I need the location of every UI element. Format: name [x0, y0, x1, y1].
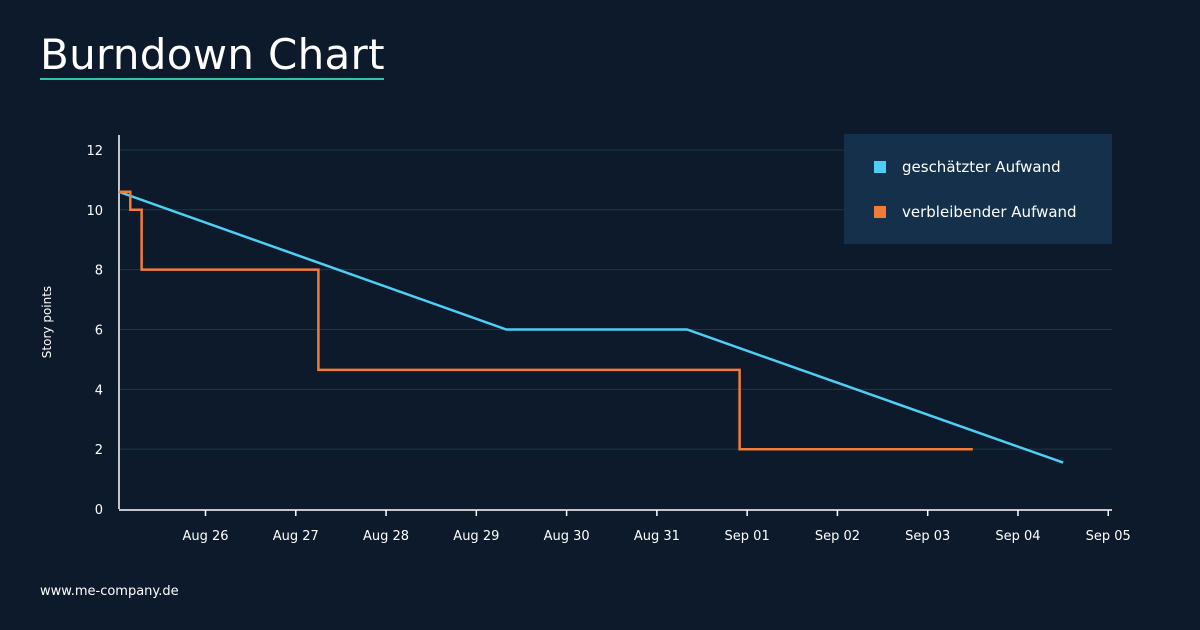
- x-tick-label: Aug 30: [544, 529, 590, 544]
- legend-swatch: [874, 161, 886, 173]
- x-tick-label: Sep 02: [815, 529, 860, 544]
- page-title: Burndown Chart: [40, 30, 385, 79]
- axes-layer: 0 2 4 6 8 10 12 Aug 26 Aug 27 Aug 28 Aug 29 Aug 30 A…: [40, 135, 1131, 544]
- y-tick-label: 12: [86, 144, 103, 159]
- legend-swatch: [874, 206, 886, 218]
- x-tick-label: Aug 29: [453, 529, 499, 544]
- y-tick-label: 6: [95, 323, 103, 338]
- y-tick-label: 8: [95, 264, 103, 279]
- x-tick-label: Sep 04: [995, 529, 1040, 544]
- legend: geschätzter Aufwand verbleibender Aufwand: [844, 134, 1112, 244]
- y-tick-label: 10: [86, 204, 103, 219]
- x-tick-label: Aug 26: [182, 529, 228, 544]
- y-tick-label: 0: [95, 503, 103, 518]
- y-tick-label: 4: [95, 383, 103, 398]
- footer-url: www.me-company.de: [40, 584, 179, 599]
- series-line-estimated: [118, 190, 1064, 464]
- series-line-remaining: [119, 190, 973, 451]
- title-underline: [40, 78, 384, 80]
- y-axis-title: Story points: [40, 286, 54, 358]
- legend-label: verbleibender Aufwand: [902, 203, 1077, 221]
- x-tick-label: Aug 28: [363, 529, 409, 544]
- x-tick-label: Sep 03: [905, 529, 950, 544]
- x-tick-label: Sep 05: [1086, 529, 1131, 544]
- series-layer: [118, 190, 1064, 464]
- x-tick-label: Sep 01: [725, 529, 770, 544]
- y-tick-label: 2: [95, 443, 103, 458]
- x-tick-label: Aug 31: [634, 529, 680, 544]
- legend-box: [844, 134, 1112, 244]
- legend-label: geschätzter Aufwand: [902, 158, 1061, 176]
- x-tick-label: Aug 27: [273, 529, 319, 544]
